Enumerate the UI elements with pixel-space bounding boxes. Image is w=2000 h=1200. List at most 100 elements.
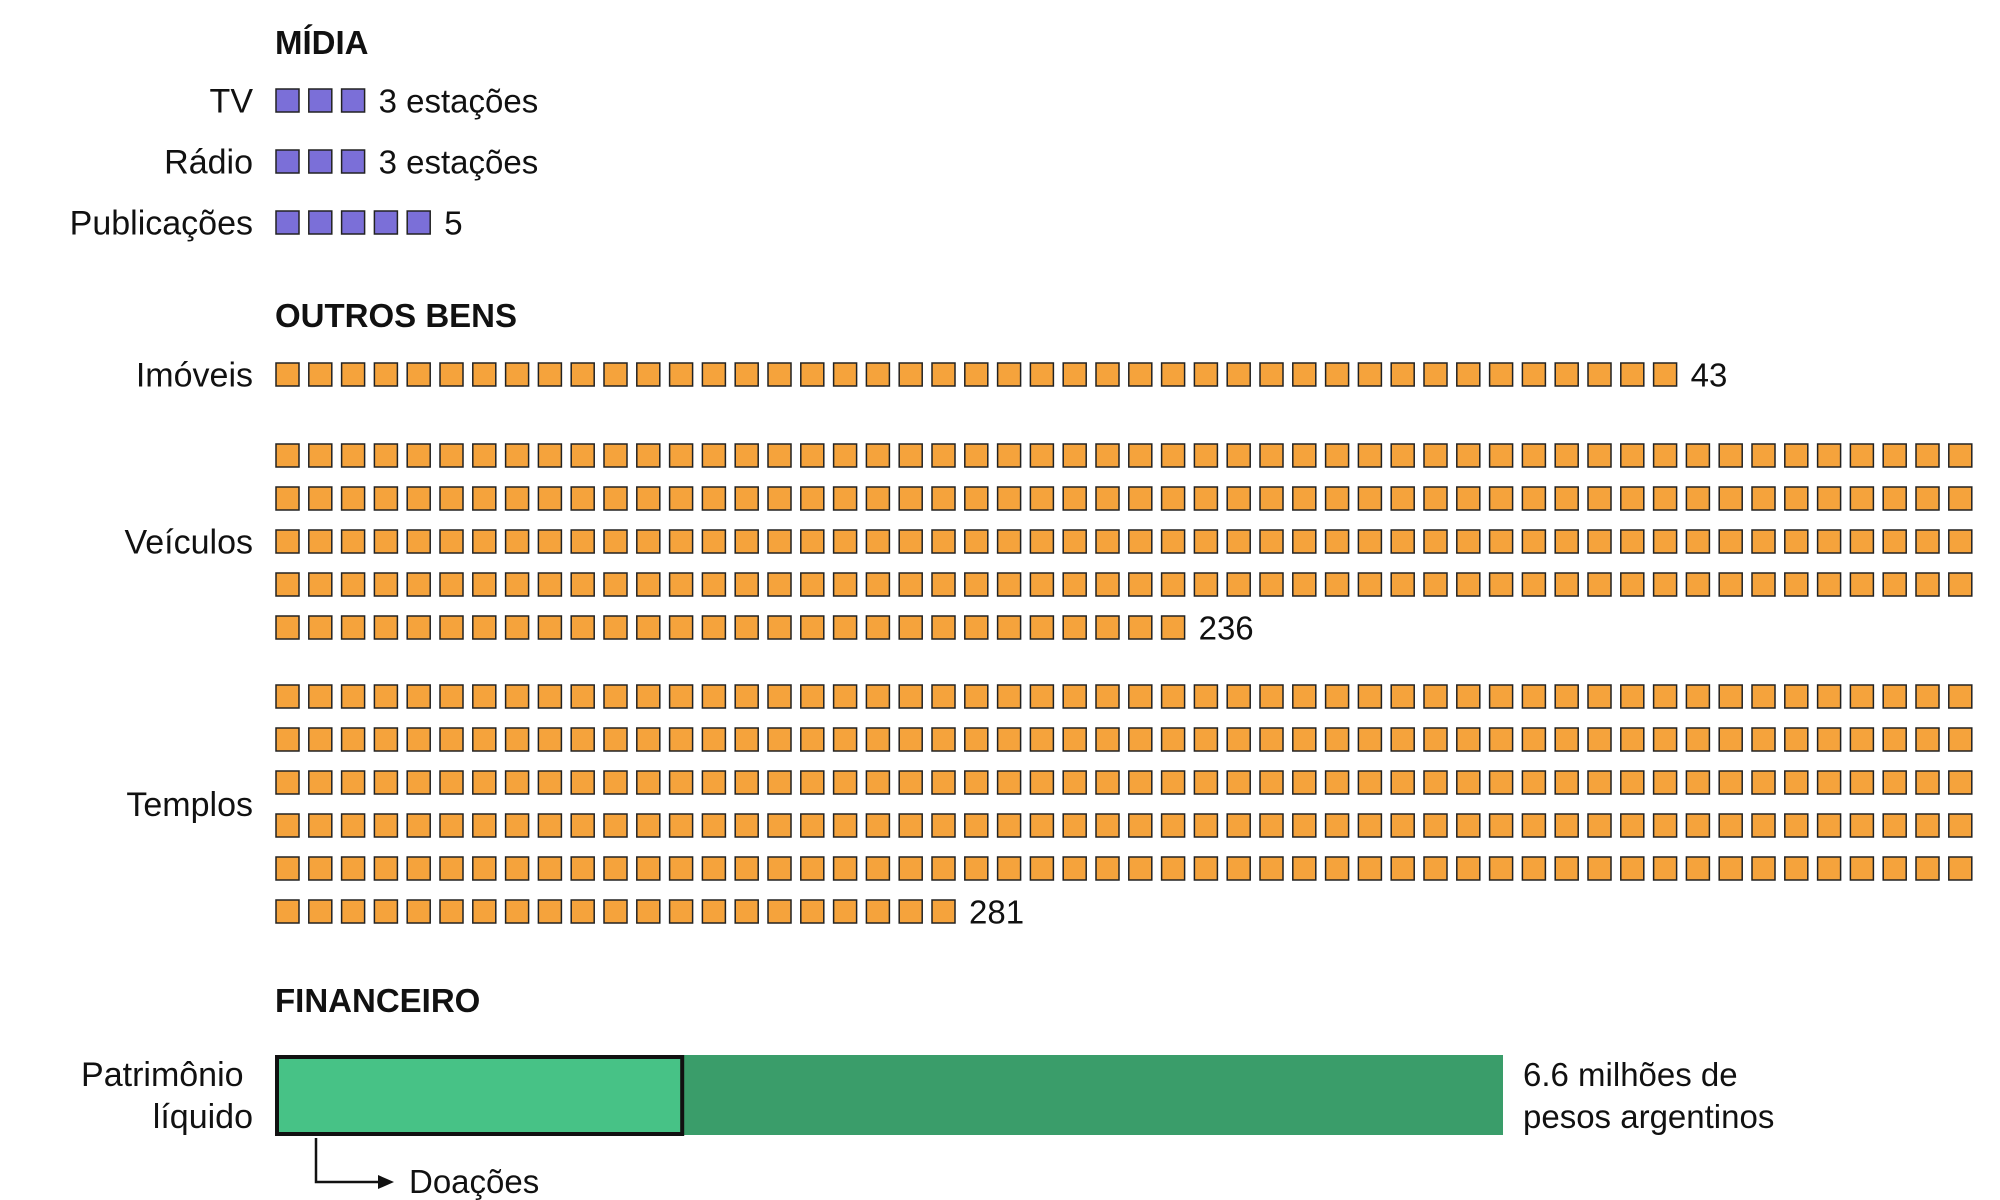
unit-square-outros-bens-3-270: [570, 899, 595, 924]
unit-square-outros-bens-3-112: [504, 770, 530, 795]
unit-square-outros-bens-3-26: [1095, 684, 1120, 709]
unit-square-outros-bens-2-230: [964, 615, 989, 640]
unit-square-outros-bens-2-158: [308, 572, 333, 597]
unit-square-outros-bens-2-211: [340, 615, 366, 640]
unit-square-outros-bens-2-155: [1915, 529, 1940, 554]
unit-square-outros-bens-2-196: [1554, 572, 1579, 597]
unit-square-outros-bens-3-170: [701, 813, 727, 838]
unit-square-outros-bens-3-20: [898, 684, 923, 709]
unit-square-outros-bens-2-54: [308, 486, 333, 511]
unit-square-outros-bens-1-26: [1095, 362, 1120, 387]
unit-square-outros-bens-2-77: [1062, 486, 1087, 511]
unit-square-outros-bens-2-72: [898, 486, 923, 511]
row-label-midia-3: Publicações: [70, 205, 253, 243]
unit-square-outros-bens-3-179: [996, 813, 1022, 838]
unit-square-outros-bens-3-198: [1620, 813, 1645, 838]
unit-square-outros-bens-2-223: [734, 615, 759, 640]
unit-square-outros-bens-3-213: [406, 856, 431, 881]
unit-square-outros-bens-3-271: [603, 899, 628, 924]
unit-square-outros-bens-1-17: [800, 362, 825, 387]
unit-square-outros-bens-2-109: [406, 529, 431, 554]
unit-square-outros-bens-2-56: [373, 486, 399, 511]
unit-square-outros-bens-3-97: [1718, 727, 1743, 752]
unit-square-outros-bens-2-15: [734, 443, 759, 468]
unit-square-outros-bens-3-206: [1882, 813, 1907, 838]
unit-square-outros-bens-1-11: [603, 362, 628, 387]
unit-square-outros-bens-1-19: [865, 362, 891, 387]
unit-square-outros-bens-3-265: [406, 899, 431, 924]
unit-square-outros-bens-3-177: [931, 813, 956, 838]
unit-square-outros-bens-2-101: [1849, 486, 1875, 511]
unit-square-outros-bens-2-104: [1948, 486, 1973, 511]
unit-square-outros-bens-1-39: [1521, 362, 1547, 387]
unit-square-outros-bens-2-181: [1062, 572, 1087, 597]
unit-square-outros-bens-3-106: [308, 770, 333, 795]
unit-square-outros-bens-2-112: [504, 529, 530, 554]
unit-square-outros-bens-3-191: [1390, 813, 1415, 838]
unit-square-outros-bens-3-165: [537, 813, 563, 838]
unit-square-outros-bens-2-38: [1488, 443, 1514, 468]
unit-square-outros-bens-3-87: [1390, 727, 1415, 752]
unit-square-outros-bens-3-155: [1915, 770, 1940, 795]
unit-square-outros-bens-2-199: [1652, 572, 1678, 597]
unit-square-outros-bens-3-204: [1816, 813, 1842, 838]
unit-square-midia-3-1: [275, 210, 300, 235]
unit-square-outros-bens-3-35: [1390, 684, 1415, 709]
unit-square-outros-bens-3-12: [636, 684, 661, 709]
unit-square-outros-bens-3-116: [636, 770, 661, 795]
unit-square-outros-bens-3-183: [1128, 813, 1153, 838]
unit-square-outros-bens-3-223: [734, 856, 759, 881]
unit-square-outros-bens-1-37: [1456, 362, 1481, 387]
unit-square-outros-bens-2-150: [1751, 529, 1776, 554]
unit-square-outros-bens-3-37: [1456, 684, 1481, 709]
unit-square-outros-bens-3-94: [1620, 727, 1645, 752]
unit-square-outros-bens-2-51: [1915, 443, 1940, 468]
unit-square-outros-bens-2-202: [1751, 572, 1776, 597]
unit-square-outros-bens-3-281: [931, 899, 956, 924]
unit-square-outros-bens-3-47: [1784, 684, 1809, 709]
unit-square-outros-bens-2-13: [668, 443, 694, 468]
unit-square-outros-bens-2-186: [1226, 572, 1251, 597]
unit-square-outros-bens-3-201: [1718, 813, 1743, 838]
unit-square-outros-bens-3-1: [275, 684, 300, 709]
chart-marks: TV 3 estações Rádio 3 estações Publicações 5 I…: [70, 83, 1973, 931]
unit-square-outros-bens-3-161: [406, 813, 431, 838]
unit-square-outros-bens-3-7: [472, 684, 497, 709]
unit-square-outros-bens-3-148: [1685, 770, 1711, 795]
unit-square-outros-bens-2-200: [1685, 572, 1711, 597]
value-label-midia-2: 3 estações: [379, 144, 539, 181]
unit-square-outros-bens-3-80: [1160, 727, 1186, 752]
unit-square-outros-bens-3-209: [275, 856, 300, 881]
unit-square-outros-bens-3-90: [1488, 727, 1514, 752]
unit-square-outros-bens-3-244: [1423, 856, 1448, 881]
unit-square-midia-3-2: [308, 210, 333, 235]
unit-square-outros-bens-2-45: [1718, 443, 1743, 468]
section-title-midia: MÍDIA: [275, 24, 369, 61]
unit-square-outros-bens-2-4: [373, 443, 399, 468]
unit-square-outros-bens-2-14: [701, 443, 727, 468]
unit-square-outros-bens-1-29: [1193, 362, 1219, 387]
unit-square-outros-bens-3-236: [1160, 856, 1186, 881]
unit-square-outros-bens-2-138: [1357, 529, 1383, 554]
unit-square-outros-bens-2-194: [1488, 572, 1514, 597]
unit-square-outros-bens-2-74: [964, 486, 989, 511]
unit-square-outros-bens-2-53: [275, 486, 300, 511]
unit-square-outros-bens-3-239: [1259, 856, 1284, 881]
unit-square-outros-bens-2-172: [767, 572, 792, 597]
unit-square-outros-bens-2-9: [537, 443, 563, 468]
unit-square-outros-bens-3-210: [308, 856, 333, 881]
unit-square-outros-bens-2-49: [1849, 443, 1875, 468]
unit-square-outros-bens-2-35: [1390, 443, 1415, 468]
unit-square-outros-bens-3-113: [537, 770, 563, 795]
unit-square-outros-bens-1-13: [668, 362, 694, 387]
unit-square-outros-bens-3-166: [570, 813, 595, 838]
unit-square-outros-bens-3-202: [1751, 813, 1776, 838]
unit-square-outros-bens-2-19: [865, 443, 891, 468]
unit-square-outros-bens-2-44: [1685, 443, 1711, 468]
unit-square-outros-bens-3-24: [1029, 684, 1055, 709]
unit-square-midia-2-3: [340, 149, 366, 174]
unit-square-outros-bens-3-32: [1292, 684, 1317, 709]
unit-square-outros-bens-2-46: [1751, 443, 1776, 468]
unit-square-outros-bens-3-268: [504, 899, 530, 924]
unit-square-outros-bens-2-83: [1259, 486, 1284, 511]
